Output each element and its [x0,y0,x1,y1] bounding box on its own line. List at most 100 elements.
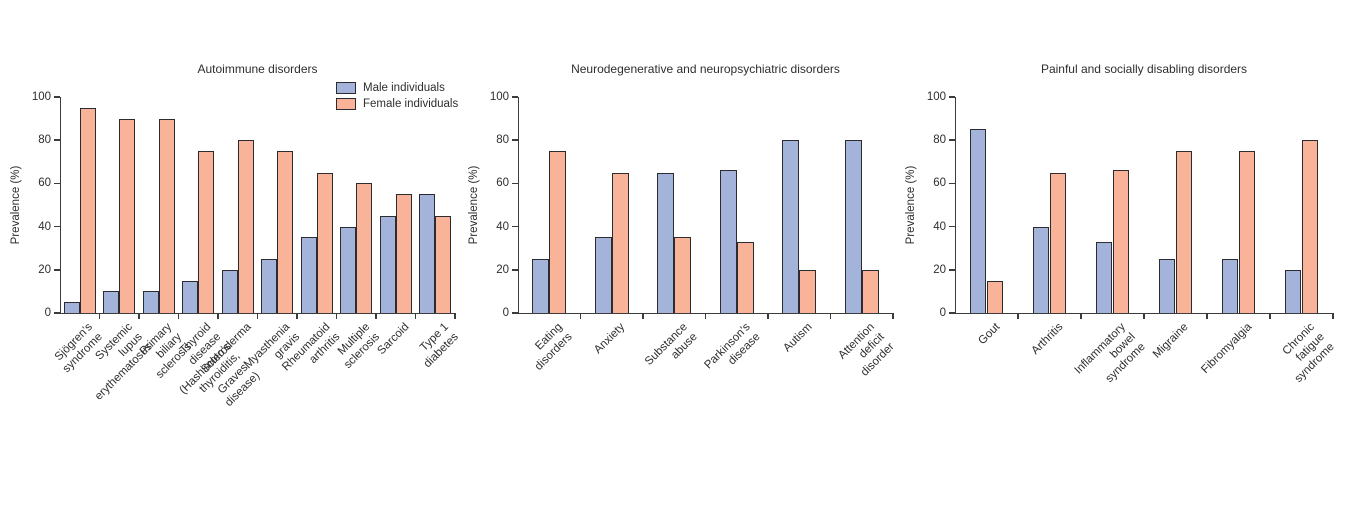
bar-female-attention-deficit [861,269,879,313]
bar-female-arthritis [1049,172,1066,313]
x-axis-tick [767,314,769,319]
bar-female-thyroid-disease [198,151,215,313]
bar-male-arthritis [1033,226,1050,313]
y-axis-tick [512,96,518,98]
bar-female-primary-biliary-sclerosis [158,118,175,313]
bar-female-multiple-sclerosis [356,183,373,313]
category-label: Gout [975,321,1002,348]
y-tick-label: 40 [496,220,509,233]
legend-swatch-female-icon [336,98,356,110]
bar-female-anxiety [611,172,629,313]
y-tick-label: 0 [502,307,509,319]
bar-male-autism [782,140,800,313]
bar-female-scleroderma [237,140,254,313]
x-axis-tick [454,314,456,319]
plot-area [60,97,456,314]
bar-male-sj-gren-s-syndrome [63,302,80,313]
bar-male-rheumatoid-arthritis [300,237,317,313]
y-tick-label: 60 [38,177,51,190]
y-tick-label: 80 [496,134,509,147]
x-axis-tick [375,314,377,319]
y-axis-tick [512,182,518,185]
y-axis-tick [949,182,955,185]
bar-male-thyroid-disease [182,280,199,313]
y-tick-label: 40 [933,220,946,233]
x-axis-tick [892,314,894,319]
bar-male-anxiety [594,237,612,313]
y-tick-label: 100 [926,91,946,103]
bar-female-migraine [1175,151,1192,313]
bar-female-fibromyalgia [1238,151,1255,313]
y-tick-label: 80 [933,134,946,147]
chart-title: Painful and socially disabling disorders [1040,62,1248,76]
bar-male-substance-abuse [657,172,675,313]
x-axis-tick [642,314,644,319]
bar-female-rheumatoid-arthritis [316,172,333,313]
bar-female-sarcoid [395,194,412,313]
category-label: Migraine [1151,321,1191,361]
y-tick-label: 100 [31,91,51,103]
bar-male-scleroderma [221,269,238,313]
legend-label: Male individuals [363,82,445,94]
x-axis-tick [1269,314,1271,319]
bar-female-sj-gren-s-syndrome [79,107,96,313]
bar-male-multiple-sclerosis [340,226,357,313]
legend-item-female-individuals: Female individuals [336,98,458,110]
legend-label: Female individuals [363,98,459,110]
bar-male-gout [970,129,987,313]
y-axis-tick [512,269,518,271]
bar-male-migraine [1159,259,1176,313]
x-axis-tick [98,314,101,319]
bar-male-inflammatory [1096,241,1113,313]
y-axis-tick [54,269,60,271]
y-axis-tick [54,139,60,141]
x-axis-tick [1080,314,1082,319]
y-tick-label: 80 [38,134,51,147]
bar-male-eating-disorders [532,259,550,313]
y-tick-label: 0 [44,307,51,319]
x-axis-tick [177,314,180,319]
category-label: Chronic fatigue syndrome [1280,321,1337,385]
bar-female-chronic-fatigue [1301,140,1318,313]
plot-area [518,97,894,314]
chart-title: Neurodegenerative and neuropsychiatric d… [571,62,840,76]
x-axis-tick [704,314,707,319]
y-axis-tick [949,139,955,141]
bar-female-autism [799,269,817,313]
x-axis-tick [1206,314,1208,319]
bar-male-systemic-lupus-erythematosus [103,291,120,313]
y-axis-tick [949,312,955,314]
category-label: Fibromyalgia [1198,321,1254,377]
bar-female-substance-abuse [674,237,692,313]
bar-female-eating-disorders [549,151,567,313]
category-label: Arthritis [1028,321,1065,358]
x-axis-tick [217,314,219,319]
y-axis-tick [949,96,955,98]
x-axis-tick [829,314,832,319]
bar-female-inflammatory [1112,170,1129,313]
y-axis-tick [512,225,518,228]
y-tick-label: 60 [933,177,946,190]
y-tick-label: 0 [939,307,946,319]
y-axis-tick [54,225,60,228]
x-axis-tick [296,314,298,319]
bar-male-attention-deficit [844,140,862,313]
y-tick-label: 60 [496,177,509,190]
bar-male-chronic-fatigue [1285,269,1302,313]
x-axis-tick [1332,314,1334,319]
y-tick-label: 20 [496,263,509,276]
y-axis-tick [512,312,518,314]
legend: Male individuals Female individuals [336,82,458,110]
y-tick-label: 40 [38,220,51,233]
y-axis-tick [54,96,60,98]
bar-male-parkinson-s-disease [719,170,737,313]
legend-swatch-male-icon [336,82,356,94]
bar-female-myasthenia-gravis [277,151,294,313]
bar-male-sarcoid [379,215,396,313]
x-axis-tick [414,314,417,319]
plot-area [955,97,1334,314]
